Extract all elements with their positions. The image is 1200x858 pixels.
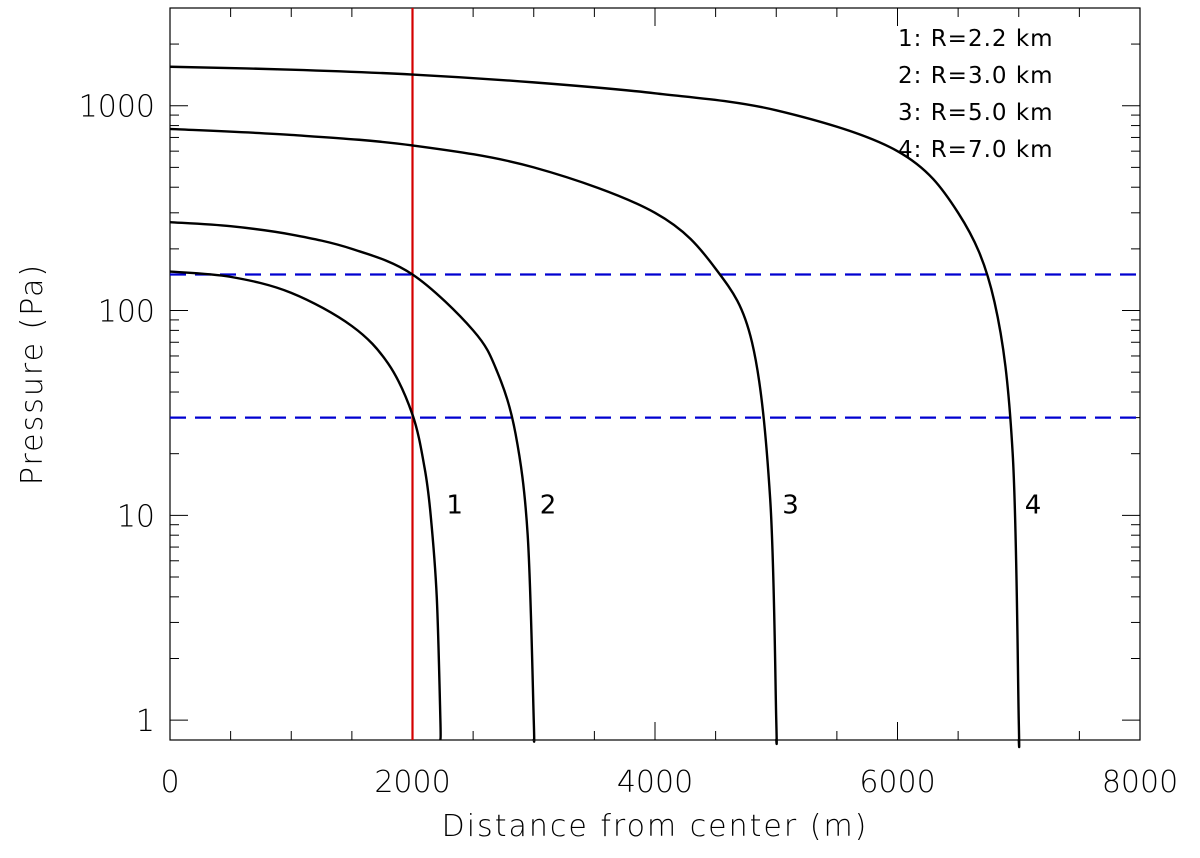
curve-3 [169, 127, 778, 746]
curve-labels: 1 2 3 4 [446, 490, 1041, 520]
legend-entry: 3: R=5.0 km [898, 100, 1054, 126]
legend: 1: R=2.2 km 2: R=3.0 km 3: R=5.0 km 4: R=7.… [898, 26, 1054, 163]
curve-label-4: 4 [1025, 490, 1042, 520]
data-curves [169, 65, 1021, 748]
x-tick-label: 0 [160, 765, 179, 800]
curve-1 [169, 270, 442, 741]
x-tick-label: 2000 [374, 765, 450, 800]
x-tick-label: 6000 [859, 765, 935, 800]
x-tick-label: 4000 [617, 765, 693, 800]
y-tick-label: 1000 [79, 90, 155, 125]
tick-labels: 0 2000 4000 6000 8000 1 10 100 1000 [79, 90, 1179, 800]
legend-entry: 1: R=2.2 km [898, 26, 1054, 52]
curve-label-3: 3 [782, 490, 799, 520]
y-axis-title: Pressure (Pa) [15, 263, 50, 485]
y-tick-label: 1 [136, 704, 155, 739]
legend-entry: 4: R=7.0 km [898, 137, 1054, 163]
curve-label-1: 1 [446, 490, 463, 520]
curve-2 [169, 220, 536, 743]
reference-lines [170, 8, 1140, 740]
legend-entry: 2: R=3.0 km [898, 63, 1054, 89]
y-tick-label: 100 [98, 295, 155, 330]
x-axis-title: Distance from center (m) [442, 809, 869, 844]
curve-label-2: 2 [540, 490, 557, 520]
x-tick-label: 8000 [1102, 765, 1178, 800]
y-tick-label: 10 [117, 499, 155, 534]
curve-4 [169, 65, 1021, 748]
